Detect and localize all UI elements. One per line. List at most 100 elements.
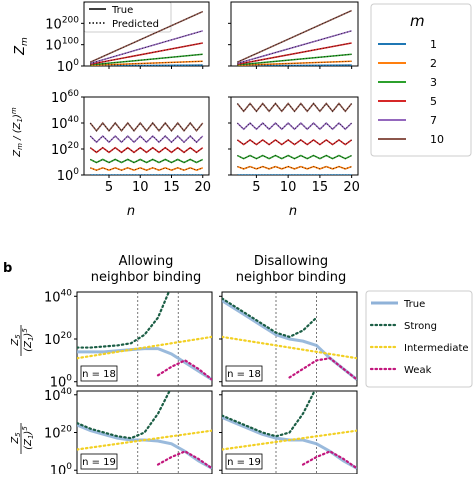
series-weak	[156, 359, 212, 381]
n-box-label: n = 18	[82, 369, 116, 380]
a-bottom-left-chart: 100 1020 1040 1060 5 10 15 20	[51, 89, 211, 195]
a-bottom-right-xlabel: n	[289, 204, 297, 219]
series-predicted-m3	[237, 154, 352, 160]
series-predicted-m10	[236, 102, 353, 113]
series-line-m7	[236, 121, 353, 131]
y-tick-label: 100	[50, 462, 73, 474]
series-predicted-m5	[90, 42, 203, 65]
x-tick-label: 20	[194, 180, 211, 195]
series-line-m10	[236, 102, 353, 113]
m-legend-box	[370, 3, 472, 157]
series-predicted-m5	[237, 42, 352, 65]
series-intermediate	[77, 429, 212, 451]
x-tick-label: 20	[343, 180, 360, 195]
m-legend-label-5: 5	[430, 95, 437, 108]
x-tick-label: 15	[163, 180, 180, 195]
b-row1-ylabel-num: Z5	[10, 334, 22, 347]
a-bottom-left-series-layer	[89, 121, 204, 175]
b-row1-right-series-layer	[222, 292, 357, 386]
series-intermediate	[222, 335, 357, 360]
plots-layer: 100 10100 10200 100 1020 1040 1060 5 10 15 20 5 10 15…	[44, 1, 360, 478]
y-tick-label: 1040	[51, 115, 79, 132]
a-bottom-ylabel-text: Zm / (Z1)m	[10, 107, 24, 158]
b-legend-label-weak: Weak	[404, 365, 432, 376]
b-legend-label-intermediate: Intermediate	[404, 343, 469, 354]
m-legend: m 1 2 3 5 7 10	[370, 3, 472, 157]
series-strong	[77, 292, 170, 349]
x-tick-label: 15	[312, 180, 329, 195]
series-predicted-m1	[90, 64, 203, 66]
x-tick-label: 10	[280, 180, 297, 195]
a-bottom-ylabel: Zm / (Z1)m	[10, 107, 24, 158]
n-box	[225, 453, 263, 470]
series-line-m3	[89, 158, 204, 164]
y-tick-label: 1060	[51, 89, 79, 106]
m-legend-label-7: 7	[430, 114, 437, 127]
x-tick-label: 10	[132, 180, 149, 195]
n-box-label: n = 19	[82, 457, 116, 468]
m-legend-title: m	[410, 12, 425, 30]
series-strong	[222, 391, 316, 438]
series-line-m10	[237, 9, 352, 63]
col-title-left-line2: neighbor binding	[91, 270, 201, 285]
x-tick-label: 5	[105, 180, 113, 195]
n-box	[80, 365, 118, 382]
a-top-right-chart	[228, 1, 359, 69]
a-top-ylabel: Zm	[13, 37, 30, 56]
y-tick-label: 1040	[44, 288, 72, 305]
a-bottom-right-chart: 5 10 15 20	[228, 96, 360, 195]
y-tick-label: 1020	[51, 141, 79, 158]
n-box	[80, 453, 118, 470]
b-legend-label-true: True	[403, 299, 425, 310]
b-row1-left-series-layer	[77, 292, 212, 386]
x-tick-label: 5	[252, 180, 260, 195]
series-strong	[222, 297, 318, 339]
series-predicted-m2	[237, 60, 352, 66]
series-predicted-m7	[237, 30, 352, 64]
y-tick-label: 100	[57, 58, 80, 75]
series-line-m7	[89, 134, 204, 144]
series-weak	[156, 450, 212, 470]
series-line-m5	[236, 138, 353, 146]
a-bottom-right-series-layer	[236, 102, 353, 175]
b-row1-right-chart: n = 18	[219, 291, 358, 387]
series-predicted-m1	[237, 64, 352, 66]
a-top-left-series-layer	[89, 10, 204, 66]
series-predicted-m3	[237, 53, 352, 66]
y-tick-label: 1020	[44, 331, 72, 348]
a-bottom-left-xlabel: n	[127, 204, 135, 219]
series-weak	[301, 450, 357, 470]
a-bottom-right-frame	[230, 96, 359, 176]
m-legend-label-10: 10	[430, 133, 444, 146]
b-row2-right-series-layer	[222, 391, 357, 474]
b-row2-right-chart: n = 19	[219, 390, 358, 475]
series-predicted-m2	[237, 166, 352, 170]
panel-a-top-legend: True Predicted	[83, 1, 172, 33]
series-line-m7	[90, 30, 203, 65]
n-box	[225, 365, 263, 382]
col-title-left-line1: Allowing	[119, 254, 174, 269]
series-predicted-m10	[90, 11, 203, 63]
m-legend-label-3: 3	[430, 76, 437, 89]
b-row2-left-series-layer	[77, 391, 212, 474]
b-row2-left-chart: 100 1020 1040 n = 19	[44, 387, 213, 478]
series-predicted-m2	[90, 60, 203, 66]
b-row2-ylabel-num: Z5	[10, 432, 22, 445]
series-line-m5	[89, 146, 204, 154]
m-legend-label-1: 1	[430, 38, 437, 51]
series-intermediate	[77, 335, 212, 360]
m-legend-label-2: 2	[430, 57, 437, 70]
y-tick-label: 1040	[44, 387, 72, 404]
b-row2-ylabel-den: (Z1)5	[21, 426, 35, 450]
series-strong	[77, 391, 171, 440]
y-tick-label: 100	[57, 167, 80, 184]
series-predicted-m7	[89, 135, 204, 143]
b-row1-ylabel: Z5 (Z1)5	[10, 325, 35, 356]
b-legend: True Strong Intermediate Weak	[365, 290, 473, 388]
legend-true-label: True	[111, 5, 133, 16]
n-box-label: n = 19	[227, 457, 261, 468]
y-tick-label: 1020	[44, 425, 72, 442]
